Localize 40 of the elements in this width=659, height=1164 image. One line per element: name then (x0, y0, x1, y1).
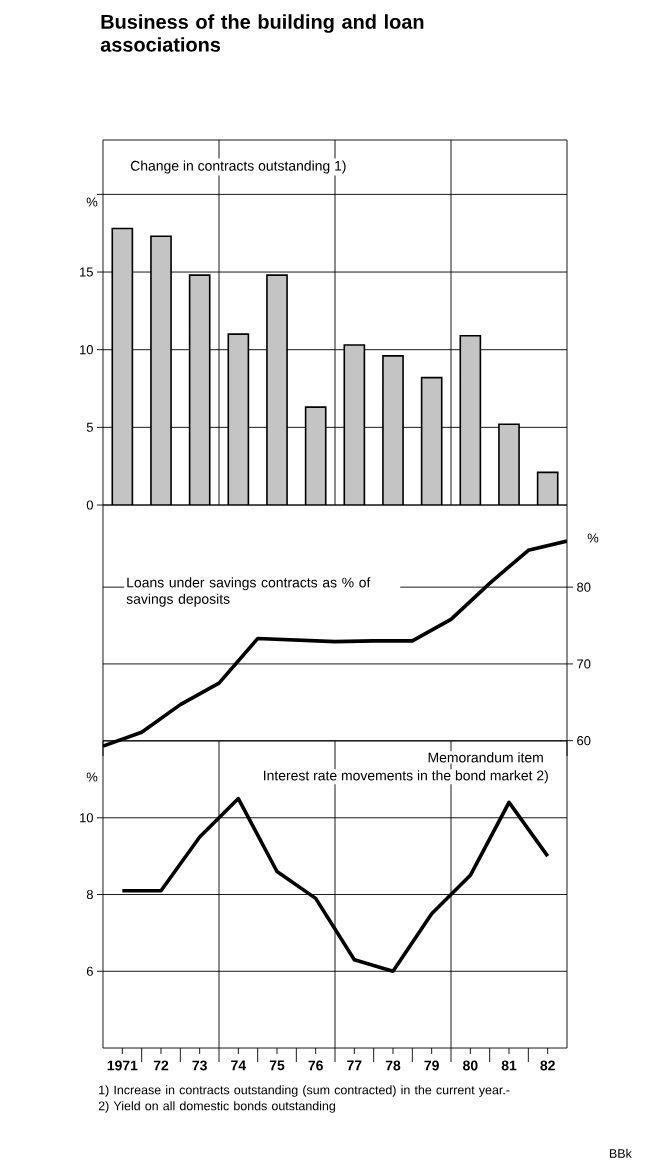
y-tick-label: 6 (86, 966, 93, 976)
x-tick-label: 82 (540, 1060, 555, 1071)
x-tick-label: 73 (192, 1060, 207, 1071)
chart-title: Business of the building and loan associations (100, 14, 424, 52)
bar (227, 333, 250, 506)
bar (420, 376, 443, 506)
bar (188, 274, 211, 506)
text: Change in contracts outstanding 1) (130, 160, 346, 174)
y-axis-title: % (587, 533, 599, 543)
text: BBk (609, 1148, 632, 1158)
y-tick-label: 8 (86, 889, 93, 900)
y-axis-title: % (86, 772, 98, 782)
y-tick-label: 80 (577, 582, 591, 592)
x-tick-label: 75 (269, 1060, 285, 1071)
text: Memorandum item (428, 752, 543, 763)
y-tick-label: 60 (577, 736, 591, 746)
text: Interest rate movements in the bond market 2) (264, 770, 548, 784)
x-tick-label: 81 (501, 1060, 517, 1071)
y-tick-label: 5 (86, 422, 93, 432)
y-tick-label: 0 (86, 500, 93, 510)
y-axis-title: % (86, 197, 98, 207)
text: 1) Increase in contracts outstanding (sum contracted) in the current year.- 2) Yield on all domestic bonds outstanding (98, 1085, 510, 1113)
y-tick-label: 15 (80, 267, 93, 277)
bar (111, 227, 134, 506)
bar (304, 406, 327, 506)
y-tick-label: 10 (80, 345, 93, 355)
x-tick-label: 1971 (107, 1060, 138, 1071)
x-tick-label: 78 (385, 1060, 401, 1071)
text: Loans under savings contracts as % of savings deposits (126, 577, 371, 607)
x-tick-label: 76 (308, 1060, 323, 1071)
bar (343, 344, 366, 506)
x-tick-label: 74 (231, 1060, 247, 1071)
bar (459, 334, 482, 506)
y-tick-label: 10 (80, 813, 93, 823)
x-tick-label: 72 (153, 1060, 169, 1071)
x-tick-label: 79 (424, 1060, 439, 1071)
y-tick-label: 70 (577, 659, 591, 669)
bar (536, 471, 559, 506)
x-tick-label: 80 (463, 1060, 478, 1071)
x-tick-label: 77 (347, 1060, 362, 1071)
